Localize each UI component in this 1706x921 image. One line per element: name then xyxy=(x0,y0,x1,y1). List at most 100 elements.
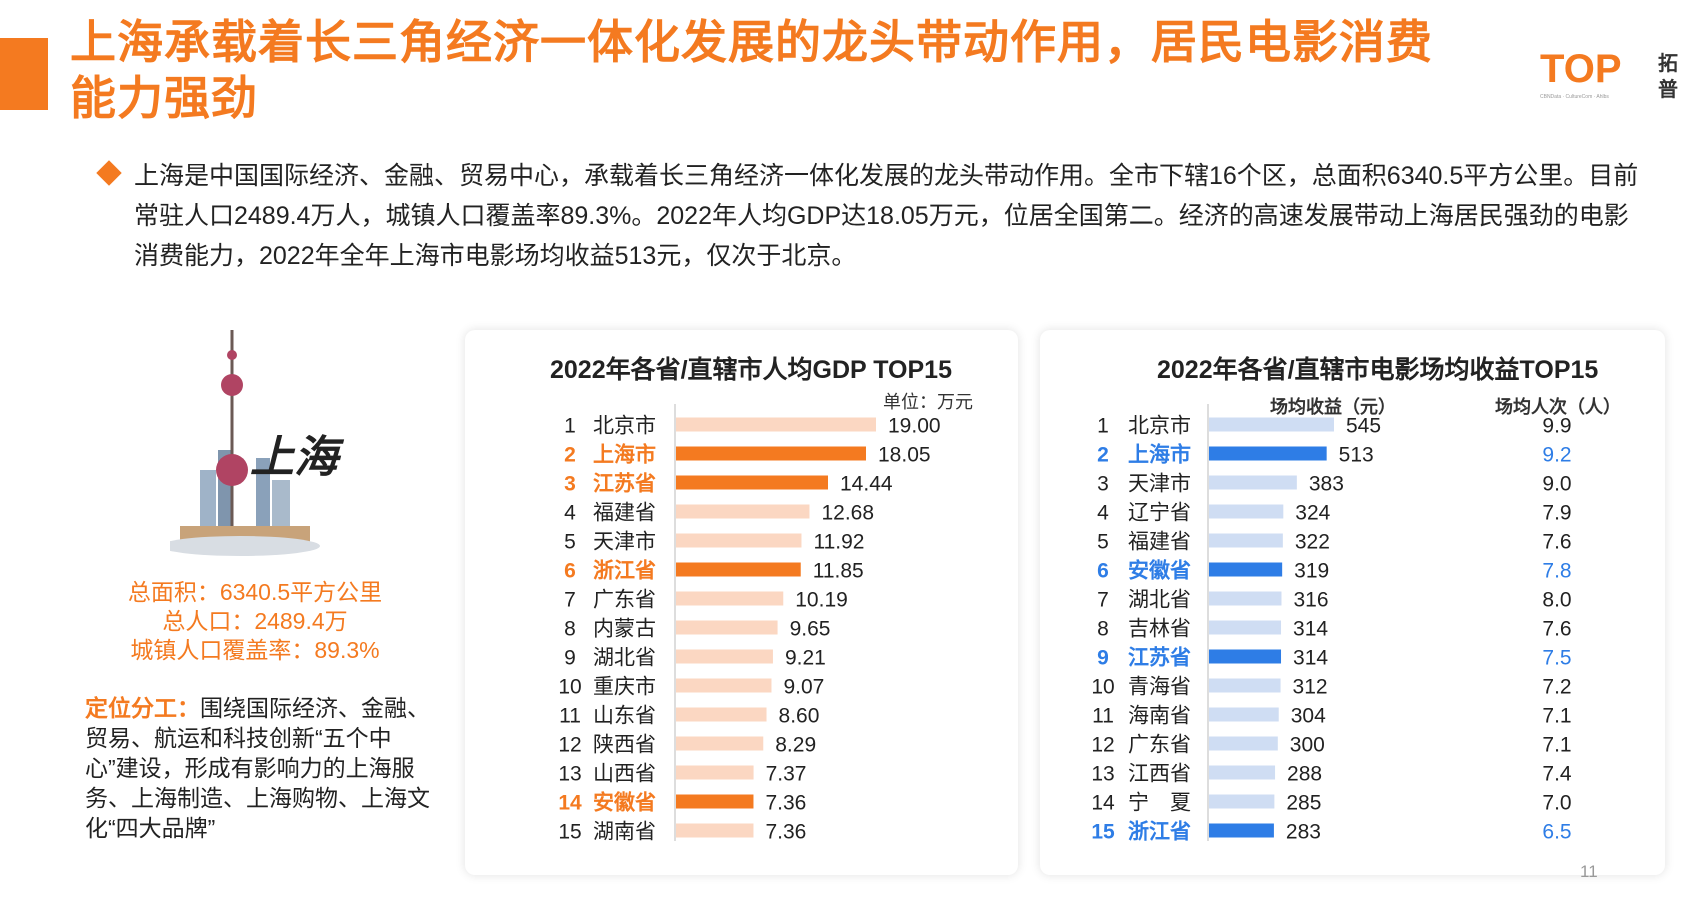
attendance-label: 9.2 xyxy=(1542,444,1571,467)
tower-upper-sphere xyxy=(221,374,243,396)
value-label: 285 xyxy=(1286,792,1321,815)
value-label: 7.36 xyxy=(765,821,806,844)
value-label: 12.68 xyxy=(821,502,874,525)
rank-label: 6 xyxy=(564,560,576,583)
attendance-label: 7.5 xyxy=(1542,647,1571,670)
rank-label: 15 xyxy=(558,821,581,844)
bar xyxy=(676,765,754,780)
value-label: 10.19 xyxy=(795,589,848,612)
value-label: 513 xyxy=(1339,444,1374,467)
rank-label: 15 xyxy=(1091,821,1115,844)
category-label: 重庆市 xyxy=(593,676,656,699)
value-label: 11.85 xyxy=(813,560,864,583)
bar xyxy=(676,620,778,635)
value-label: 545 xyxy=(1346,415,1381,438)
stat-urbanization: 城镇人口覆盖率：89.3% xyxy=(130,637,380,663)
page-title: 上海承载着长三角经济一体化发展的龙头带动作用，居民电影消费能力强劲 xyxy=(70,16,1433,124)
rank-label: 7 xyxy=(564,589,576,612)
boxoffice-col-revenue: 场均收益（元） xyxy=(1270,397,1396,417)
value-label: 14.44 xyxy=(840,473,893,496)
rank-label: 13 xyxy=(1091,763,1114,786)
logo-tagline: CBNData · CultureCom · Ahlbs xyxy=(1540,94,1609,100)
role-text: 围绕国际经济、金融、贸易、航运和科技创新“五个中心”建设，形成有影响力的上海服务… xyxy=(85,695,430,841)
rank-label: 10 xyxy=(558,676,581,699)
rank-label: 7 xyxy=(1097,589,1109,612)
city-stats: 总面积：6340.5平方公里 总人口：2489.4万 城镇人口覆盖率：89.3% xyxy=(85,578,425,665)
bar xyxy=(676,446,866,461)
bar xyxy=(1209,765,1276,780)
boxoffice-chart-plot: 1 北京市 545 9.92 上海市 513 9.23 天津市 383 9.04 辽宁省 324 7.9… xyxy=(1091,404,1572,844)
value-label: 314 xyxy=(1293,618,1328,641)
bar xyxy=(1209,417,1334,432)
attendance-label: 7.2 xyxy=(1542,676,1571,699)
category-label: 内蒙古 xyxy=(593,618,656,641)
attendance-label: 7.1 xyxy=(1542,734,1571,757)
attendance-label: 7.0 xyxy=(1542,792,1571,815)
city-name-label: 上海 xyxy=(250,433,345,482)
page-number: 11 xyxy=(1580,862,1598,881)
value-label: 304 xyxy=(1291,705,1326,728)
category-label: 福建省 xyxy=(593,502,656,525)
category-label: 天津市 xyxy=(593,531,656,554)
category-label: 福建省 xyxy=(1128,531,1191,554)
rank-label: 10 xyxy=(1091,676,1114,699)
attendance-label: 9.9 xyxy=(1542,415,1571,438)
rank-label: 4 xyxy=(564,502,576,525)
bullet-diamond-icon xyxy=(96,160,122,186)
category-label: 山西省 xyxy=(593,763,656,786)
logo-side-text-1: 拓 xyxy=(1658,52,1678,75)
gdp-chart-plot: 1 北京市 19.00 2 上海市 18.05 3 江苏省 14.44 4 福建省 12.68 5 天津市… xyxy=(558,404,941,844)
gdp-chart-unit: 单位：万元 xyxy=(883,392,973,412)
bar xyxy=(1209,446,1327,461)
value-label: 9.65 xyxy=(790,618,831,641)
category-label: 海南省 xyxy=(1128,705,1191,728)
bar xyxy=(676,591,784,606)
bar xyxy=(676,504,810,519)
tower-lower-sphere xyxy=(216,454,248,486)
rank-label: 5 xyxy=(564,531,576,554)
attendance-label: 8.0 xyxy=(1542,589,1571,612)
category-label: 上海市 xyxy=(1128,443,1191,467)
bar xyxy=(676,533,802,548)
value-label: 8.29 xyxy=(775,734,816,757)
category-label: 江苏省 xyxy=(593,473,656,496)
attendance-label: 7.8 xyxy=(1542,560,1571,583)
tower-top-sphere xyxy=(227,350,237,360)
category-label: 湖北省 xyxy=(593,647,656,670)
role-label: 定位分工： xyxy=(85,695,200,721)
category-label: 天津市 xyxy=(1128,473,1191,496)
rank-label: 3 xyxy=(1097,473,1109,496)
logo-mark: TOP xyxy=(1540,47,1622,91)
value-label: 19.00 xyxy=(888,415,941,438)
logo-graphic: TOP 拓 普 CBNData · CultureCom · Ahlbs xyxy=(1540,47,1678,101)
category-label: 宁 夏 xyxy=(1128,792,1191,815)
brand-logo: TOP 拓 普 CBNData · CultureCom · Ahlbs xyxy=(1540,44,1690,104)
rank-label: 13 xyxy=(558,763,581,786)
rank-label: 5 xyxy=(1097,531,1109,554)
bar xyxy=(676,678,772,693)
rank-label: 14 xyxy=(1091,792,1115,815)
bar xyxy=(1209,649,1282,664)
rank-label: 11 xyxy=(1092,705,1114,728)
bar xyxy=(1209,707,1279,722)
intro-block: 上海是中国国际经济、金融、贸易中心，承载着长三角经济一体化发展的龙头带动作用。全… xyxy=(96,156,1640,276)
value-label: 314 xyxy=(1293,647,1328,670)
stat-area: 总面积：6340.5平方公里 xyxy=(127,579,383,605)
building-1 xyxy=(200,470,216,530)
shanghai-skyline-image: 上海 xyxy=(160,330,390,565)
rank-label: 2 xyxy=(1097,444,1109,467)
stat-population: 总人口：2489.4万 xyxy=(162,608,348,634)
category-label: 广东省 xyxy=(1128,734,1191,757)
value-label: 312 xyxy=(1293,676,1328,699)
category-label: 吉林省 xyxy=(1128,618,1191,641)
bar xyxy=(676,794,754,809)
water-reflection xyxy=(160,536,320,556)
value-label: 7.37 xyxy=(766,763,807,786)
value-label: 316 xyxy=(1293,589,1328,612)
bar xyxy=(1209,620,1282,635)
value-label: 300 xyxy=(1290,734,1325,757)
boxoffice-chart-title: 2022年各省/直辖市电影场均收益TOP15 xyxy=(1157,356,1599,384)
category-label: 湖北省 xyxy=(1128,589,1191,612)
value-label: 11.92 xyxy=(813,531,864,554)
rank-label: 11 xyxy=(559,705,581,728)
